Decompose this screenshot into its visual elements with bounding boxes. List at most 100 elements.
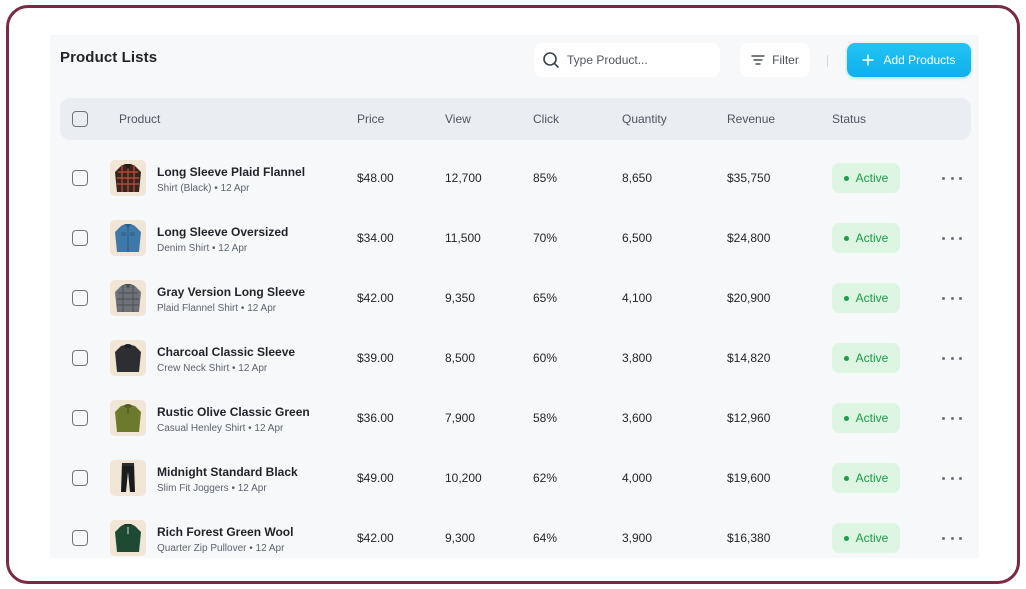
more-options-icon[interactable] [942,410,962,426]
status-dot-icon [843,175,849,181]
more-options-icon[interactable] [942,470,962,486]
revenue-cell: $19,600 [727,471,771,485]
quantity-cell: 3,900 [622,531,653,545]
table-row[interactable]: Long Sleeve Plaid Flannel Shirt (Black) … [60,148,971,208]
column-header-quantity[interactable]: Quantity [622,112,667,126]
add-products-button[interactable]: Add Products [847,43,971,77]
status-dot-icon [843,235,849,241]
search-input[interactable] [567,53,707,67]
status-label: Active [855,471,889,485]
status-badge: Active [832,523,900,553]
product-name[interactable]: Gray Version Long Sleeve [157,285,306,299]
product-thumbnail-plaid-shirt [110,160,146,196]
status-label: Active [855,231,889,245]
table-row[interactable]: Gray Version Long Sleeve Plaid Flannel S… [60,268,971,328]
price-cell: $42.00 [357,531,394,545]
price-cell: $36.00 [357,411,394,425]
table-row[interactable]: Charcoal Classic Sleeve Crew Neck Shirt … [60,328,971,388]
revenue-cell: $14,820 [727,351,771,365]
product-subtitle: Slim Fit Joggers • 12 Apr [157,483,267,494]
search-box[interactable] [534,43,720,77]
product-subtitle: Plaid Flannel Shirt • 12 Apr [157,303,277,314]
table-row[interactable]: Long Sleeve Oversized Denim Shirt • 12 A… [60,208,971,268]
table-row[interactable]: Rustic Olive Classic Green Casual Henley… [60,388,971,448]
click-cell: 70% [533,231,558,245]
view-cell: 9,300 [445,531,476,545]
product-subtitle: Crew Neck Shirt • 12 Apr [157,363,268,374]
status-label: Active [855,291,889,305]
filter-icon [751,53,765,67]
table-header: Product Price View Click Quantity Revenu… [60,98,971,140]
status-label: Active [855,351,889,365]
product-name[interactable]: Charcoal Classic Sleeve [157,345,296,359]
filter-label: Filter [772,53,799,67]
select-all-checkbox[interactable] [72,111,88,127]
revenue-cell: $20,900 [727,291,771,305]
row-checkbox[interactable] [72,410,88,426]
filter-button[interactable]: Filter [740,43,810,77]
status-label: Active [855,531,889,545]
product-subtitle: Casual Henley Shirt • 12 Apr [157,423,284,434]
view-cell: 9,350 [445,291,476,305]
product-name[interactable]: Long Sleeve Plaid Flannel [157,165,306,179]
product-thumbnail-denim-shirt [110,220,146,256]
revenue-cell: $16,380 [727,531,771,545]
column-header-view[interactable]: View [445,112,471,126]
quantity-cell: 6,500 [622,231,653,245]
column-header-revenue[interactable]: Revenue [727,112,776,126]
row-checkbox[interactable] [72,350,88,366]
page-title: Product Lists [60,49,158,66]
price-cell: $49.00 [357,471,394,485]
row-checkbox[interactable] [72,290,88,306]
row-checkbox[interactable] [72,170,88,186]
column-header-status[interactable]: Status [832,112,867,126]
click-cell: 65% [533,291,558,305]
product-thumbnail-black-joggers [110,460,146,496]
more-options-icon[interactable] [942,350,962,366]
product-thumbnail-gray-shirt [110,280,146,316]
more-options-icon[interactable] [942,230,962,246]
quantity-cell: 3,600 [622,411,653,425]
quantity-cell: 3,800 [622,351,653,365]
product-subtitle: Shirt (Black) • 12 Apr [157,183,250,194]
more-options-icon[interactable] [942,530,962,546]
table-row[interactable]: Rich Forest Green Wool Quarter Zip Pullo… [60,508,971,558]
quantity-cell: 4,000 [622,471,653,485]
status-dot-icon [843,295,849,301]
table-row[interactable]: Midnight Standard Black Slim Fit Joggers… [60,448,971,508]
status-dot-icon [843,535,849,541]
row-checkbox[interactable] [72,530,88,546]
status-badge: Active [832,223,900,253]
column-header-click[interactable]: Click [533,112,559,126]
status-dot-icon [843,415,849,421]
price-cell: $34.00 [357,231,394,245]
click-cell: 62% [533,471,558,485]
product-name[interactable]: Long Sleeve Oversized [157,225,289,239]
row-checkbox[interactable] [72,230,88,246]
product-name[interactable]: Midnight Standard Black [157,465,298,479]
more-options-icon[interactable] [942,170,962,186]
product-thumbnail-charcoal-sweater [110,340,146,376]
quantity-cell: 8,650 [622,171,653,185]
status-badge: Active [832,343,900,373]
revenue-cell: $12,960 [727,411,771,425]
column-header-product[interactable]: Product [119,112,161,126]
more-options-icon[interactable] [942,290,962,306]
status-dot-icon [843,475,849,481]
status-badge: Active [832,463,900,493]
column-header-price[interactable]: Price [357,112,385,126]
product-subtitle: Quarter Zip Pullover • 12 Apr [157,543,285,554]
add-products-label: Add Products [883,53,956,67]
click-cell: 60% [533,351,558,365]
view-cell: 7,900 [445,411,476,425]
product-name[interactable]: Rustic Olive Classic Green [157,405,310,419]
product-thumbnail-green-pullover [110,520,146,556]
row-checkbox[interactable] [72,470,88,486]
status-dot-icon [843,355,849,361]
price-cell: $42.00 [357,291,394,305]
view-cell: 12,700 [445,171,482,185]
status-label: Active [855,171,889,185]
status-badge: Active [832,163,900,193]
product-name[interactable]: Rich Forest Green Wool [157,525,294,539]
click-cell: 64% [533,531,558,545]
